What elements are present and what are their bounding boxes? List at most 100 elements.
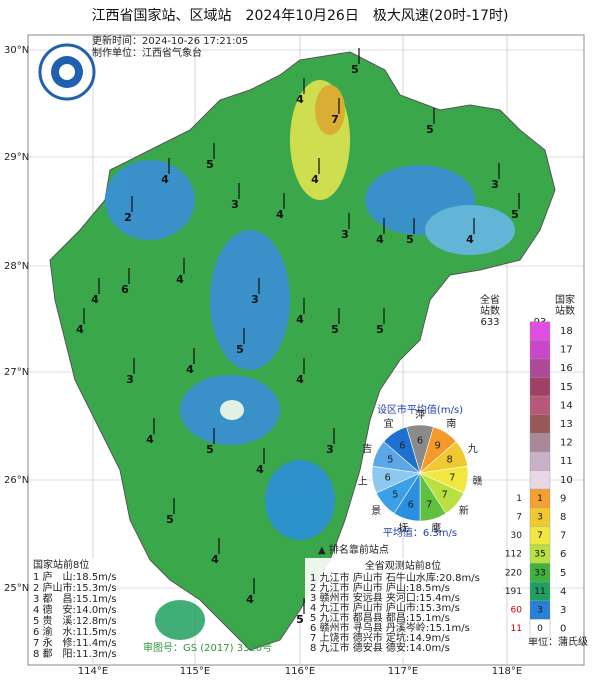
legend-national-count: 0: [537, 624, 543, 634]
province-rank-box: [305, 558, 503, 658]
pie-value: 5: [392, 489, 398, 500]
province-rank-row: 1 九江市 庐山市 石牛山水库:20.8m/s: [310, 571, 480, 584]
legend-swatch: [529, 321, 551, 341]
pie-slice: [383, 426, 421, 474]
legend-level: 15: [560, 382, 573, 393]
review-number: 审图号：GS (2017) 3320号: [143, 641, 272, 654]
station-value: 5: [511, 208, 519, 221]
legend-all-count: 60: [511, 606, 523, 616]
lat-label: 28°N: [4, 261, 29, 272]
province-rank-row: 4 九江市 庐山市 庐山市:15.3m/s: [310, 601, 460, 614]
station-value: 4: [76, 323, 84, 336]
province-rank-row: 3 赣州市 安远县 夹河口:15.4m/s: [310, 591, 460, 604]
station-value: 4: [91, 293, 99, 306]
station-value: 6: [121, 283, 129, 296]
lon-label: 116°E: [285, 666, 315, 677]
province-rank-row: 5 九江市 都昌县 都昌:15.1m/s: [310, 611, 450, 624]
station-value: 4: [296, 93, 304, 106]
station-value: 2: [124, 211, 132, 224]
pie-value: 7: [449, 473, 455, 484]
legend-level: 0: [560, 624, 566, 635]
pie-value: 8: [447, 454, 453, 465]
national-rank-row: 5 贵 溪:12.8m/s: [33, 614, 117, 627]
pie-city: 抚: [399, 523, 409, 535]
national-rank-title: 国家站前8位: [33, 558, 89, 571]
station-value: 4: [376, 233, 384, 246]
logo: [38, 43, 96, 101]
legend-national-title: 国家站数: [555, 293, 575, 317]
legend-swatch: [529, 358, 551, 378]
legend-level: 18: [560, 326, 573, 337]
legend-level: 17: [560, 345, 573, 356]
pie-value: 6: [417, 435, 423, 446]
station-value: 7: [331, 113, 339, 126]
pie-value: 6: [408, 499, 414, 510]
update-time: 更新时间：2024-10-26 17:21:05: [92, 34, 248, 47]
station-value: 4: [466, 233, 474, 246]
station-value: 3: [326, 443, 334, 456]
pie-city: 景: [371, 505, 381, 517]
legend-national-count: 1: [537, 494, 543, 504]
station-value: 4: [246, 593, 254, 606]
province-rank-row: 7 上饶市 德兴市 定坑:14.9m/s: [310, 631, 450, 644]
legend-all-title: 全省站数: [480, 293, 500, 317]
legend-swatch: [529, 414, 551, 434]
station-value: 4: [161, 173, 169, 186]
province-rank-title: 全省观测站前8位: [365, 559, 441, 572]
national-rank-row: 6 渝 水:11.5m/s: [33, 625, 117, 638]
legend-national-count: 35: [534, 550, 545, 560]
legend-swatch: [529, 433, 551, 453]
legend-all-total: 633: [480, 317, 499, 328]
legend-level: 3: [560, 605, 566, 616]
legend-level: 4: [560, 586, 566, 597]
station-value: 3: [341, 228, 349, 241]
legend-level: 16: [560, 363, 573, 374]
legend-swatch: [529, 470, 551, 490]
producer: 制作单位：江西省气象台: [92, 46, 202, 59]
legend-swatch: [529, 619, 551, 639]
national-rank-row: 4 德 安:14.0m/s: [33, 603, 117, 616]
legend-level: 14: [560, 400, 573, 411]
legend-level: 10: [560, 475, 573, 486]
legend-national-count: 3: [537, 606, 543, 616]
pie-city: 宜: [384, 417, 394, 430]
legend-swatch: [529, 451, 551, 471]
title: 江西省国家站、区域站 2024年10月26日 极大风速(20时-17时): [92, 7, 509, 24]
station-value: 5: [331, 323, 339, 336]
legend-swatch: [529, 395, 551, 415]
legend-swatch: [529, 377, 551, 397]
station-value: 4: [276, 208, 284, 221]
national-rank-row: 3 都 昌:15.1m/s: [33, 593, 117, 605]
legend-level: 9: [560, 493, 566, 504]
station-value: 4: [311, 173, 319, 186]
legend-all-count: 191: [505, 587, 522, 597]
station-value: 4: [186, 363, 194, 376]
lon-label: 118°E: [492, 666, 522, 677]
pie-value: 6: [399, 441, 405, 452]
pie-value: 6: [385, 473, 391, 484]
wind-zones: [105, 80, 515, 640]
legend-all-count: 220: [505, 568, 522, 578]
pie-average: 平均值：6.3m/s: [383, 526, 457, 539]
pie-city: 上: [358, 475, 368, 487]
lat-label: 25°N: [4, 583, 29, 594]
legend-level: 11: [560, 456, 573, 467]
province-rank-row: 8 九江市 德安县 德安:14.0m/s: [310, 641, 450, 654]
station-value: 4: [176, 273, 184, 286]
station-value: 3: [491, 178, 499, 191]
legend-level: 7: [560, 531, 566, 542]
pie-value: 7: [426, 499, 432, 510]
station-value: 5: [166, 513, 174, 526]
station-value: 3: [126, 373, 134, 386]
legend-all-count: 30: [511, 531, 523, 541]
legend-national-count: 7: [537, 531, 543, 541]
station-value: 5: [296, 613, 304, 626]
legend-level: 8: [560, 512, 566, 523]
station-value: 4: [256, 463, 264, 476]
national-rank-row: 1 庐 山:18.5m/s: [33, 570, 117, 583]
lon-label: 117°E: [388, 666, 418, 677]
lat-label: 26°N: [4, 475, 29, 486]
station-value: 4: [146, 433, 154, 446]
station-value: 5: [206, 443, 214, 456]
